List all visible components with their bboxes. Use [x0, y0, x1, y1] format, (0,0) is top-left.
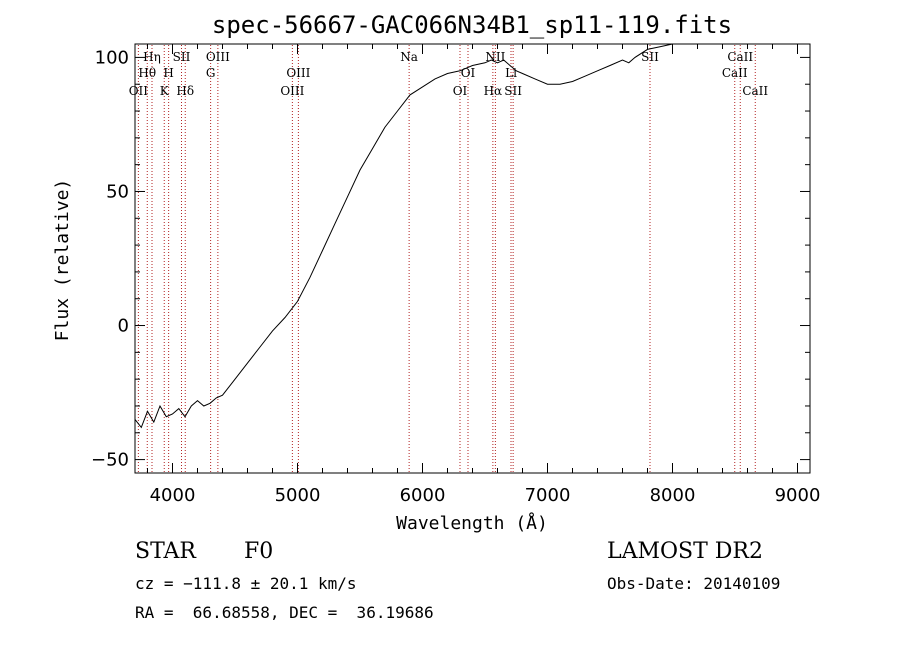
y-tick-label: 0 — [118, 316, 129, 337]
chart-title: spec-56667-GAC066N34B1_sp11-119.fits — [212, 11, 732, 39]
y-tick-label: 100 — [95, 47, 129, 68]
object-subclass: F0 — [244, 539, 274, 564]
x-tick-label: 6000 — [400, 485, 446, 506]
spectral-line-label: CaII — [727, 50, 753, 64]
spectral-line-label: Hη — [143, 50, 161, 64]
spectral-line-label: G — [206, 66, 216, 80]
spectrum-series — [134, 43, 798, 429]
spectral-line-label: CaII — [742, 84, 768, 98]
spectral-line-label: OIII — [206, 50, 230, 64]
spectral-line-label: SII — [173, 50, 191, 64]
redshift-line: cz = −111.8 ± 20.1 km/s — [135, 574, 357, 593]
spectral-line-label: H — [163, 66, 173, 80]
spectral-line-label: Na — [400, 50, 418, 64]
x-tick-label: 4000 — [150, 485, 196, 506]
spectral-line-label: OI — [461, 66, 476, 80]
spectral-line-label: OI — [453, 84, 468, 98]
y-tick-label: −50 — [91, 450, 129, 471]
coordinates: RA = 66.68558, DEC = 36.19686 — [135, 603, 434, 622]
obs-date: Obs-Date: 20140109 — [607, 574, 781, 593]
y-axis-label: Flux (relative) — [52, 179, 73, 342]
x-axis-ticks: 4000 5000 6000 7000 8000 9000 — [147, 44, 821, 506]
spectral-line-label: K — [160, 84, 170, 98]
spectral-line-label: Hδ — [176, 84, 194, 98]
x-axis-label: Wavelength (Å) — [396, 512, 548, 534]
x-tick-label: 7000 — [525, 485, 571, 506]
spectral-line-label: OIII — [286, 66, 310, 80]
plot-frame — [134, 43, 811, 474]
spectral-line-label: Li — [505, 66, 517, 80]
spectral-line-label: CaII — [722, 66, 748, 80]
survey-name: LAMOST DR2 — [607, 539, 763, 564]
spectral-line-label: OII — [129, 84, 149, 98]
spectral-line-label: SII — [641, 50, 659, 64]
y-tick-label: 50 — [106, 181, 129, 202]
x-tick-label: 9000 — [775, 485, 821, 506]
y-axis-ticks: −50 0 50 100 — [91, 47, 810, 471]
spectral-line-label: Hα — [484, 84, 503, 98]
x-tick-label: 5000 — [275, 485, 321, 506]
spectral-line-label: SII — [504, 84, 522, 98]
spectral-line-label: OIII — [280, 84, 304, 98]
object-class: STAR — [135, 539, 196, 564]
x-tick-label: 8000 — [650, 485, 696, 506]
spectral-line-markers — [137, 45, 756, 472]
spectral-line-label: Hθ — [138, 66, 156, 80]
